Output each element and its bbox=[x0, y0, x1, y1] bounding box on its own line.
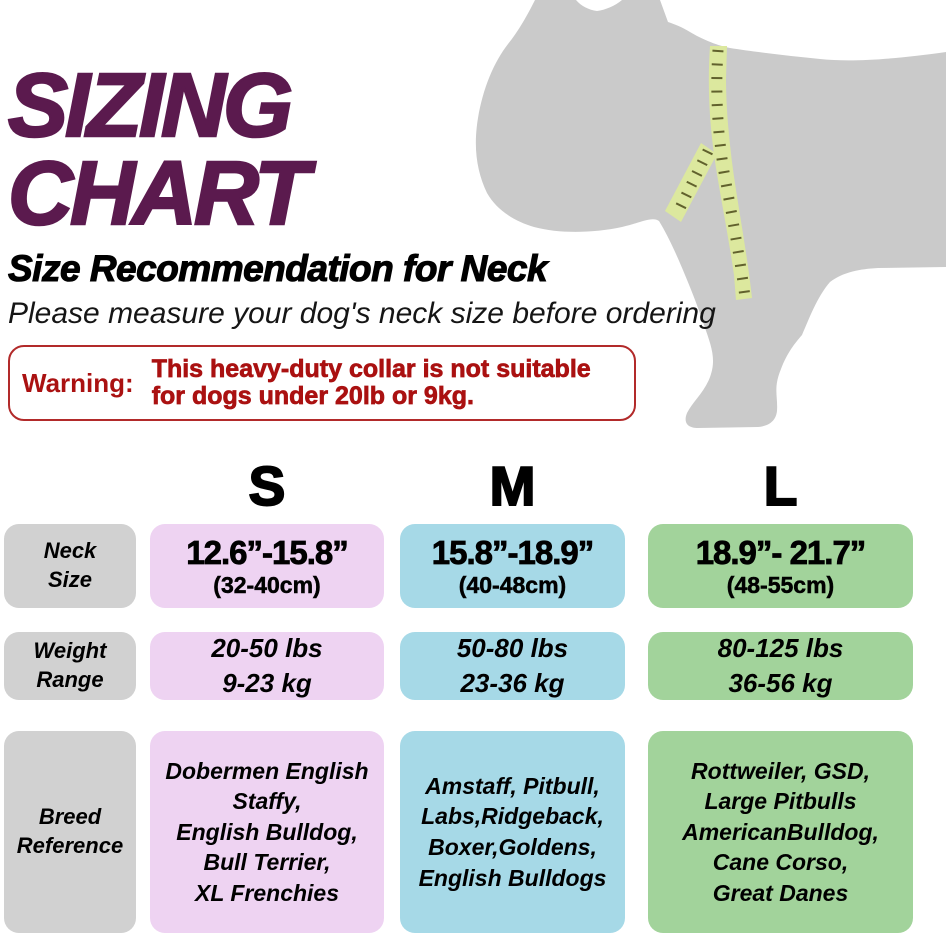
breed-m-line: English Bulldogs bbox=[418, 864, 607, 891]
row-label-breed-line2: Reference bbox=[16, 833, 124, 858]
breed-cell-m: Amstaff, Pitbull, Labs,Ridgeback, Boxer,… bbox=[400, 731, 625, 933]
row-label-neck-line2: Size bbox=[47, 567, 93, 592]
neck-size-s-cm: (32-40cm) bbox=[213, 571, 321, 598]
row-label-breed-line1: Breed bbox=[38, 804, 102, 830]
column-header-l: L bbox=[763, 454, 799, 518]
column-header-m: M bbox=[489, 454, 537, 518]
breed-m-line: Boxer,Goldens, bbox=[428, 834, 597, 860]
weight-s-kg: 9-23 kg bbox=[222, 668, 312, 698]
neck-size-m-inches: 15.8”-18.9” bbox=[431, 533, 594, 571]
breed-m-line: Amstaff, Pitbull, bbox=[425, 772, 600, 799]
neck-size-cell-s: 12.6”-15.8” (32-40cm) bbox=[150, 524, 384, 608]
warning-box: Warning: This heavy-duty collar is not s… bbox=[8, 345, 636, 421]
warning-text-line1: This heavy-duty collar is not suitable bbox=[151, 355, 591, 383]
row-label-neck-line1: Neck bbox=[43, 538, 97, 564]
breed-l-line: Rottweiler, GSD, bbox=[691, 757, 870, 784]
row-label-weight-line1: Weight bbox=[33, 638, 107, 664]
tape-tick-marks bbox=[711, 49, 751, 298]
weight-l-kg: 36-56 kg bbox=[728, 668, 833, 698]
row-label-weight-line2: Range bbox=[36, 667, 104, 692]
warning-text-line2: for dogs under 20lb or 9kg. bbox=[151, 382, 474, 410]
weight-cell-m: 50-80 lbs 23-36 kg bbox=[400, 632, 625, 700]
breed-s-line: English Bulldog, bbox=[176, 818, 358, 845]
warning-text: This heavy-duty collar is not suitable f… bbox=[151, 355, 591, 410]
measure-note: Please measure your dog's neck size befo… bbox=[8, 297, 716, 330]
breed-s-line: Bull Terrier, bbox=[203, 849, 331, 876]
page-title-line1: SIZING bbox=[7, 56, 295, 156]
column-header-s: S bbox=[248, 454, 287, 518]
breed-l-line: Large Pitbulls bbox=[704, 788, 857, 815]
weight-m-kg: 23-36 kg bbox=[460, 668, 565, 698]
weight-l-lbs: 80-125 lbs bbox=[717, 632, 844, 663]
neck-size-cell-l: 18.9”- 21.7” (48-55cm) bbox=[648, 524, 913, 608]
row-label-weight-range: Weight Range bbox=[4, 632, 136, 700]
neck-size-l-inches: 18.9”- 21.7” bbox=[695, 533, 866, 571]
page-title: SIZING CHART bbox=[7, 60, 311, 241]
breed-s-line: Dobermen English bbox=[165, 757, 369, 784]
breed-cell-s: Dobermen English Staffy, English Bulldog… bbox=[150, 731, 384, 933]
warning-label: Warning: bbox=[22, 367, 134, 398]
weight-cell-s: 20-50 lbs 9-23 kg bbox=[150, 632, 384, 700]
size-table: S M L Neck Size 12.6”-15.8” (32-40cm) 15… bbox=[4, 454, 913, 933]
row-label-neck-size: Neck Size bbox=[4, 524, 136, 608]
weight-cell-l: 80-125 lbs 36-56 kg bbox=[648, 632, 913, 700]
row-label-breed-reference: Breed Reference bbox=[4, 731, 136, 933]
dog-silhouette bbox=[475, 0, 946, 428]
neck-size-m-cm: (40-48cm) bbox=[458, 571, 567, 598]
weight-s-lbs: 20-50 lbs bbox=[211, 632, 323, 663]
breed-m-line: Labs,Ridgeback, bbox=[421, 803, 604, 830]
breed-l-line: Cane Corso, bbox=[712, 849, 849, 876]
weight-m-lbs: 50-80 lbs bbox=[456, 632, 569, 663]
neck-size-s-inches: 12.6”-15.8” bbox=[186, 533, 349, 571]
breed-l-line: Great Danes bbox=[712, 879, 849, 906]
measuring-tape-strip bbox=[708, 46, 752, 300]
breed-s-line: XL Frenchies bbox=[194, 879, 340, 906]
page-title-line2: CHART bbox=[7, 144, 311, 244]
breed-s-line: Staffy, bbox=[232, 788, 302, 815]
subtitle: Size Recommendation for Neck bbox=[7, 247, 548, 289]
neck-size-l-cm: (48-55cm) bbox=[726, 571, 835, 598]
breed-cell-l: Rottweiler, GSD, Large Pitbulls American… bbox=[648, 731, 913, 933]
dog-silhouette-illustration bbox=[475, 0, 946, 428]
breed-l-line: AmericanBulldog, bbox=[682, 818, 879, 845]
measuring-tape-collar bbox=[665, 46, 752, 300]
neck-size-cell-m: 15.8”-18.9” (40-48cm) bbox=[400, 524, 625, 608]
